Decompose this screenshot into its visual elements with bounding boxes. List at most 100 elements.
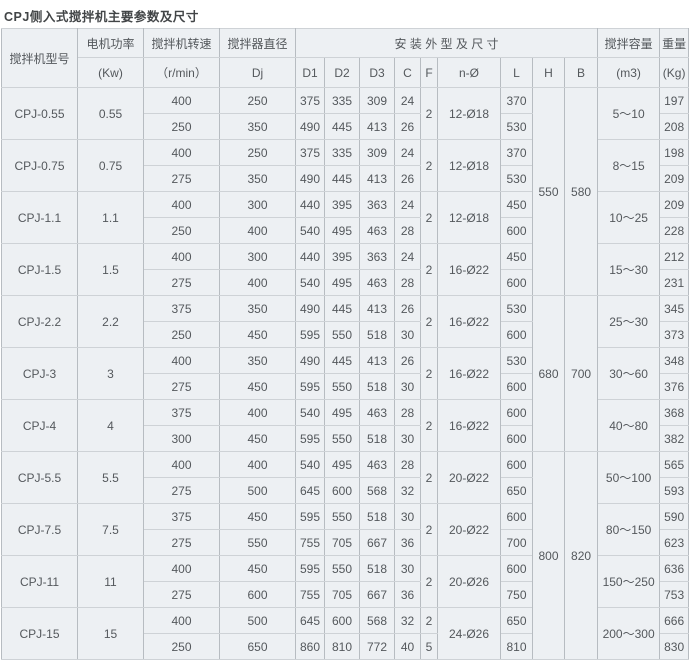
cell-d1: 540 <box>295 269 325 296</box>
cell-power: 5.5 <box>77 451 144 504</box>
cell-capacity: 80～150 <box>597 503 661 556</box>
cell-weight: 590 <box>659 503 690 530</box>
cell-power: 15 <box>77 607 144 660</box>
cell-n: 20-Ø26 <box>437 555 501 608</box>
header-diameter: 搅拌器直径 <box>219 28 296 58</box>
cell-d3: 518 <box>359 425 395 452</box>
cell-f: 2 <box>420 347 438 400</box>
cell-capacity: 200～300 <box>597 607 661 660</box>
cell-c: 36 <box>394 529 421 556</box>
cell-l: 600 <box>500 217 533 244</box>
cell-f: 2 <box>420 607 438 634</box>
header-col-d3: D3 <box>359 57 395 88</box>
cell-capacity: 50～100 <box>597 451 661 504</box>
cell-speed: 275 <box>143 269 220 296</box>
cell-n: 24-Ø26 <box>437 607 501 660</box>
cell-speed: 400 <box>143 139 220 166</box>
table-row: 275 550 755 705 667 36 700 623 <box>2 529 690 556</box>
cell-d1: 645 <box>295 477 325 504</box>
cell-l: 600 <box>500 451 533 478</box>
cell-model: CPJ-5.5 <box>1 451 78 504</box>
cell-d3: 463 <box>359 217 395 244</box>
cell-d3: 518 <box>359 503 395 530</box>
header-install-group: 安 装 外 型 及 尺 寸 <box>294 28 599 58</box>
cell-c: 30 <box>394 555 421 582</box>
cell-speed: 275 <box>143 529 220 556</box>
cell-dj: 400 <box>219 399 296 426</box>
cell-d3: 309 <box>359 139 395 166</box>
cell-l: 650 <box>500 477 533 504</box>
cell-speed: 375 <box>143 503 220 530</box>
cell-speed: 300 <box>143 425 220 452</box>
cell-d3: 413 <box>359 347 395 374</box>
cell-c: 30 <box>394 503 421 530</box>
cell-weight: 623 <box>659 529 690 556</box>
cell-n: 20-Ø22 <box>437 451 501 504</box>
cell-f: 2 <box>420 243 438 296</box>
cell-n: 12-Ø18 <box>437 87 501 140</box>
cell-capacity: 15～30 <box>597 243 661 296</box>
cell-d3: 363 <box>359 243 395 270</box>
cell-dj: 450 <box>219 555 296 582</box>
cell-n: 12-Ø18 <box>437 191 501 244</box>
cell-l: 750 <box>500 581 533 608</box>
cell-n: 16-Ø22 <box>437 399 501 452</box>
cell-l: 530 <box>500 113 533 140</box>
cell-l: 600 <box>500 321 533 348</box>
cell-power: 11 <box>77 555 144 608</box>
header-row-1: 搅拌机型号 电机功率 搅拌机转速 搅拌器直径 安 装 外 型 及 尺 寸 搅拌容… <box>1 28 690 88</box>
table-row: CPJ-1.1 1.1 400 300 440 395 363 24 2 12-Ø18 450 10～… <box>1 191 690 244</box>
cell-c: 26 <box>394 295 421 322</box>
cell-h: 550 <box>532 87 565 296</box>
cell-d3: 413 <box>359 295 395 322</box>
cell-d3: 518 <box>359 321 395 348</box>
cell-weight: 208 <box>659 113 690 140</box>
cell-c: 24 <box>394 139 421 166</box>
cell-d3: 463 <box>359 269 395 296</box>
cell-l: 530 <box>500 165 533 192</box>
header-row-2: (Kw) （r/min） Dj D1 D2 D3 C F n-Ø L H B (… <box>2 57 690 88</box>
cell-h: 680 <box>532 295 565 452</box>
cell-dj: 250 <box>219 139 296 166</box>
cell-weight: 198 <box>659 139 690 166</box>
cell-weight: 376 <box>659 373 690 400</box>
cell-l: 600 <box>500 503 533 530</box>
cell-l: 370 <box>500 87 533 114</box>
cell-speed: 275 <box>143 165 220 192</box>
cell-f: 2 <box>420 399 438 452</box>
cell-d3: 568 <box>359 607 395 634</box>
cell-n: 16-Ø22 <box>437 347 501 400</box>
header-col-n: n-Ø <box>437 57 501 88</box>
cell-f: 2 <box>420 503 438 556</box>
cell-capacity: 30～60 <box>597 347 661 400</box>
cell-d3: 667 <box>359 581 395 608</box>
cell-weight: 197 <box>659 87 690 114</box>
cell-d3: 309 <box>359 87 395 114</box>
cell-l: 600 <box>500 399 533 426</box>
cell-speed: 400 <box>143 87 220 114</box>
cell-d2: 550 <box>324 503 360 530</box>
cell-l: 450 <box>500 191 533 218</box>
cell-d2: 600 <box>324 477 360 504</box>
cell-d2: 705 <box>324 529 360 556</box>
header-model: 搅拌机型号 <box>1 28 78 88</box>
cell-d1: 595 <box>295 373 325 400</box>
cell-weight: 373 <box>659 321 690 348</box>
table-row: 300 450 595 550 518 30 600 382 <box>2 425 690 452</box>
cell-dj: 300 <box>219 191 296 218</box>
cell-c: 32 <box>394 477 421 504</box>
cell-power: 0.75 <box>77 139 144 192</box>
table-row: CPJ-7.5 7.5 375 450 595 550 518 30 2 20-Ø22 600 80～… <box>1 503 690 556</box>
cell-d3: 363 <box>359 191 395 218</box>
cell-dj: 400 <box>219 451 296 478</box>
cell-c: 24 <box>394 243 421 270</box>
cell-d2: 335 <box>324 87 360 114</box>
cell-d1: 755 <box>295 581 325 608</box>
cell-dj: 450 <box>219 373 296 400</box>
cell-dj: 350 <box>219 165 296 192</box>
cell-model: CPJ-1.5 <box>1 243 78 296</box>
cell-c: 24 <box>394 87 421 114</box>
cell-d3: 413 <box>359 165 395 192</box>
header-weight-unit: (Kg) <box>659 57 690 88</box>
cell-dj: 350 <box>219 295 296 322</box>
